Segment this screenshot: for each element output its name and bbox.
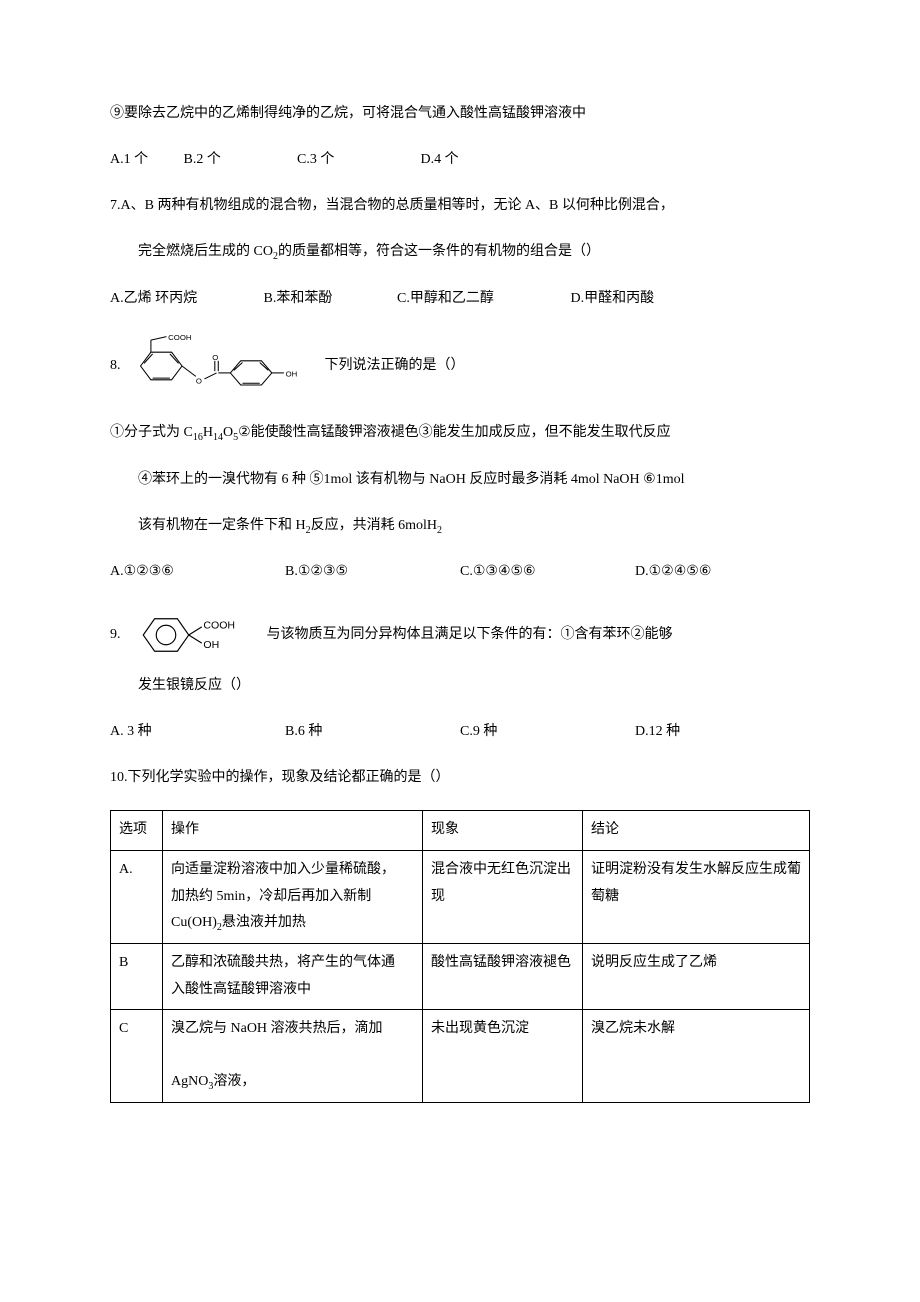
cell-a-concl: 证明淀粉没有发生水解反应生成葡萄糖 (583, 850, 810, 943)
q8-b1-s1: 16 (193, 432, 203, 443)
a-op-2: 加热约 5min，冷却后再加入新制 (171, 889, 371, 904)
q6-opt-a: A.1 个 (110, 146, 180, 174)
svg-text:O: O (195, 376, 201, 385)
q7-opt-d: D.甲醛和丙酸 (571, 285, 655, 313)
q6-opt-d: D.4 个 (421, 146, 541, 174)
svg-text:OH: OH (203, 639, 219, 651)
th-conclusion: 结论 (583, 811, 810, 851)
q9-line2: 发生银镜反应（） (110, 672, 810, 700)
q7-options: A.乙烯 环丙烷 B.苯和苯酚 C.甲醇和乙二醇 D.甲醛和丙酸 (110, 285, 810, 313)
a-op-1: 向适量淀粉溶液中加入少量稀硫酸， (171, 862, 395, 877)
q8-opt-a: A.①②③⑥ (110, 558, 285, 586)
cell-c-phen: 未出现黄色沉淀 (423, 1010, 583, 1103)
th-phenomenon: 现象 (423, 811, 583, 851)
q7-opt-a: A.乙烯 环丙烷 (110, 285, 260, 313)
q9-tail: 与该物质互为同分异构体且满足以下条件的有：①含有苯环②能够 (267, 621, 811, 649)
q9-opt-a: A. 3 种 (110, 718, 285, 746)
cell-b-phen: 酸性高锰酸钾溶液褪色 (423, 943, 583, 1009)
q9-opt-c: C.9 种 (460, 718, 635, 746)
cell-c-op: 溴乙烷与 NaOH 溶液共热后，滴加 AgNO3溶液， (163, 1010, 423, 1103)
q6-options: A.1 个 B.2 个 C.3 个 D.4 个 (110, 146, 810, 174)
q8-opt-b: B.①②③⑤ (285, 558, 460, 586)
q8-b3-s2: 2 (437, 524, 442, 535)
q9-opt-b: B.6 种 (285, 718, 460, 746)
q8-body-1: ①分子式为 C16H14O5②能使酸性高锰酸钾溶液褪色③能发生加成反应，但不能发… (110, 419, 810, 448)
q6-opt-c: C.3 个 (297, 146, 417, 174)
q7-opt-c: C.甲醇和乙二醇 (397, 285, 567, 313)
b-op-1: 乙醇和浓硫酸共热，将产生的气体通 (171, 955, 395, 970)
q8-b1-c: O (223, 425, 233, 440)
q6-opt-b: B.2 个 (184, 146, 294, 174)
c-op-2b: 溶液， (213, 1074, 255, 1089)
q9-opt-d: D.12 种 (635, 718, 810, 746)
q8-options: A.①②③⑥ B.①②③⑤ C.①③④⑤⑥ D.①②④⑤⑥ (110, 558, 810, 586)
q6-item9: ⑨要除去乙烷中的乙烯制得纯净的乙烷，可将混合气通入酸性高锰酸钾溶液中 (110, 100, 810, 128)
b-op-2: 入酸性高锰酸钾溶液中 (171, 982, 311, 997)
cell-b-opt: B (111, 943, 163, 1009)
q10-stem: 10.下列化学实验中的操作，现象及结论都正确的是（） (110, 764, 810, 792)
q7-stem-2a: 完全燃烧后生成的 CO (138, 244, 273, 259)
q9-options: A. 3 种 B.6 种 C.9 种 D.12 种 (110, 718, 810, 746)
q7-stem-1: 7.A、B 两种有机物组成的混合物，当混合物的总质量相等时，无论 A、B 以何种… (110, 192, 810, 220)
q8-structure-diagram: COOH O O OH (125, 331, 315, 401)
table-row-a: A. 向适量淀粉溶液中加入少量稀硫酸， 加热约 5min，冷却后再加入新制 Cu… (111, 850, 810, 943)
q7-stem-2b: 的质量都相等，符合这一条件的有机物的组合是（） (278, 244, 600, 259)
q8-header: 8. COOH O O OH (110, 331, 810, 401)
svg-text:COOH: COOH (203, 620, 235, 632)
table-header-row: 选项 操作 现象 结论 (111, 811, 810, 851)
a-op-3a: Cu(OH) (171, 915, 217, 930)
q8-body-2: ④苯环上的一溴代物有 6 种 ⑤1mol 该有机物与 NaOH 反应时最多消耗 … (110, 466, 810, 494)
th-operation: 操作 (163, 811, 423, 851)
c-op-1: 溴乙烷与 NaOH 溶液共热后，滴加 (171, 1021, 383, 1036)
cell-a-opt: A. (111, 850, 163, 943)
q10-table: 选项 操作 现象 结论 A. 向适量淀粉溶液中加入少量稀硫酸， 加热约 5min… (110, 810, 810, 1103)
q9-structure-diagram: COOH OH (127, 604, 257, 666)
q8-opt-c: C.①③④⑤⑥ (460, 558, 635, 586)
q7-opt-b: B.苯和苯酚 (264, 285, 394, 313)
q8-number: 8. (110, 352, 121, 380)
q8-b3-a: 该有机物在一定条件下和 H (138, 518, 306, 533)
svg-text:COOH: COOH (168, 333, 191, 342)
svg-text:O: O (212, 353, 218, 362)
q8-b3-b: 反应，共消耗 6molH (311, 518, 437, 533)
q8-b1-s2: 14 (213, 432, 223, 443)
q9-header: 9. COOH OH 与该物质互为同分异构体且满足以下条件的有：①含有苯环②能够 (110, 604, 810, 666)
cell-c-opt: C (111, 1010, 163, 1103)
q8-b1-a: ①分子式为 C (110, 425, 193, 440)
cell-b-concl: 说明反应生成了乙烯 (583, 943, 810, 1009)
q9-number: 9. (110, 621, 121, 649)
th-option: 选项 (111, 811, 163, 851)
q7-stem-2: 完全燃烧后生成的 CO2的质量都相等，符合这一条件的有机物的组合是（） (110, 238, 810, 267)
q8-body-3: 该有机物在一定条件下和 H2反应，共消耗 6molH2 (110, 512, 810, 541)
a-op-3b: 悬浊液并加热 (222, 915, 306, 930)
q8-tail: 下列说法正确的是（） (325, 352, 465, 380)
c-op-2a: AgNO (171, 1074, 208, 1089)
cell-c-concl: 溴乙烷未水解 (583, 1010, 810, 1103)
svg-text:OH: OH (285, 369, 297, 378)
table-row-c: C 溴乙烷与 NaOH 溶液共热后，滴加 AgNO3溶液， 未出现黄色沉淀 溴乙… (111, 1010, 810, 1103)
cell-a-op: 向适量淀粉溶液中加入少量稀硫酸， 加热约 5min，冷却后再加入新制 Cu(OH… (163, 850, 423, 943)
q8-b1-b: H (203, 425, 213, 440)
table-row-b: B 乙醇和浓硫酸共热，将产生的气体通 入酸性高锰酸钾溶液中 酸性高锰酸钾溶液褪色… (111, 943, 810, 1009)
cell-a-phen: 混合液中无红色沉淀出现 (423, 850, 583, 943)
cell-b-op: 乙醇和浓硫酸共热，将产生的气体通 入酸性高锰酸钾溶液中 (163, 943, 423, 1009)
q8-opt-d: D.①②④⑤⑥ (635, 558, 810, 586)
q8-b1-d: ②能使酸性高锰酸钾溶液褪色③能发生加成反应，但不能发生取代反应 (238, 425, 671, 440)
